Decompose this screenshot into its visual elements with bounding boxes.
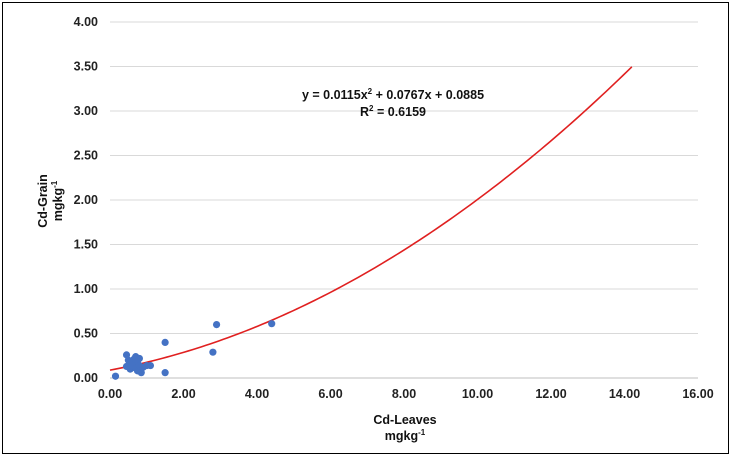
data-point <box>161 369 169 377</box>
data-point <box>209 348 217 356</box>
y-axis-unit: mgkg-1 <box>50 180 65 221</box>
y-tick-label: 0.50 <box>74 327 98 341</box>
r-squared: R2 = 0.6159 <box>360 104 426 119</box>
x-tick-label: 0.00 <box>98 387 122 401</box>
y-axis-unit-group: mgkg-1 <box>50 180 65 221</box>
y-tick-label: 0.00 <box>74 371 98 385</box>
data-points <box>111 320 276 380</box>
x-axis-title: Cd-Leaves <box>373 413 436 427</box>
x-tick-label: 2.00 <box>171 387 195 401</box>
x-axis-unit: mgkg-1 <box>385 428 426 443</box>
data-point <box>212 321 221 329</box>
x-tick-label: 16.00 <box>682 387 713 401</box>
chart-frame <box>2 2 729 454</box>
trendline <box>109 66 633 371</box>
x-tick-label: 8.00 <box>392 387 416 401</box>
data-point <box>135 354 143 363</box>
x-tick-label: 6.00 <box>318 387 342 401</box>
y-axis-title: Cd-Grain <box>36 174 50 227</box>
x-tick-labels: 0.00 2.00 4.00 6.00 8.00 10.00 12.00 14.00 16.00 <box>98 387 714 401</box>
y-tick-label: 3.00 <box>74 104 98 118</box>
x-tick-label: 10.00 <box>462 387 493 401</box>
y-tick-label: 3.50 <box>74 60 98 74</box>
y-tick-label: 4.00 <box>74 15 98 29</box>
y-tick-label: 2.00 <box>74 193 98 207</box>
y-tick-label: 1.00 <box>74 282 98 296</box>
trend-equation: y = 0.0115x2 + 0.0767x + 0.0885 <box>302 87 484 102</box>
gridlines <box>110 21 698 334</box>
x-tick-label: 4.00 <box>245 387 269 401</box>
data-point <box>268 320 276 328</box>
x-tick-label: 14.00 <box>609 387 640 401</box>
data-point <box>161 338 169 346</box>
y-tick-label: 1.50 <box>74 238 98 252</box>
data-point <box>146 361 155 370</box>
y-tick-label: 2.50 <box>74 149 98 163</box>
y-tick-labels: 0.00 0.50 1.00 1.50 2.00 2.50 3.00 3.50 4.00 <box>74 15 98 385</box>
x-tick-label: 12.00 <box>535 387 566 401</box>
data-point <box>111 372 120 380</box>
y-axis-title-group: Cd-Grain <box>36 174 50 227</box>
